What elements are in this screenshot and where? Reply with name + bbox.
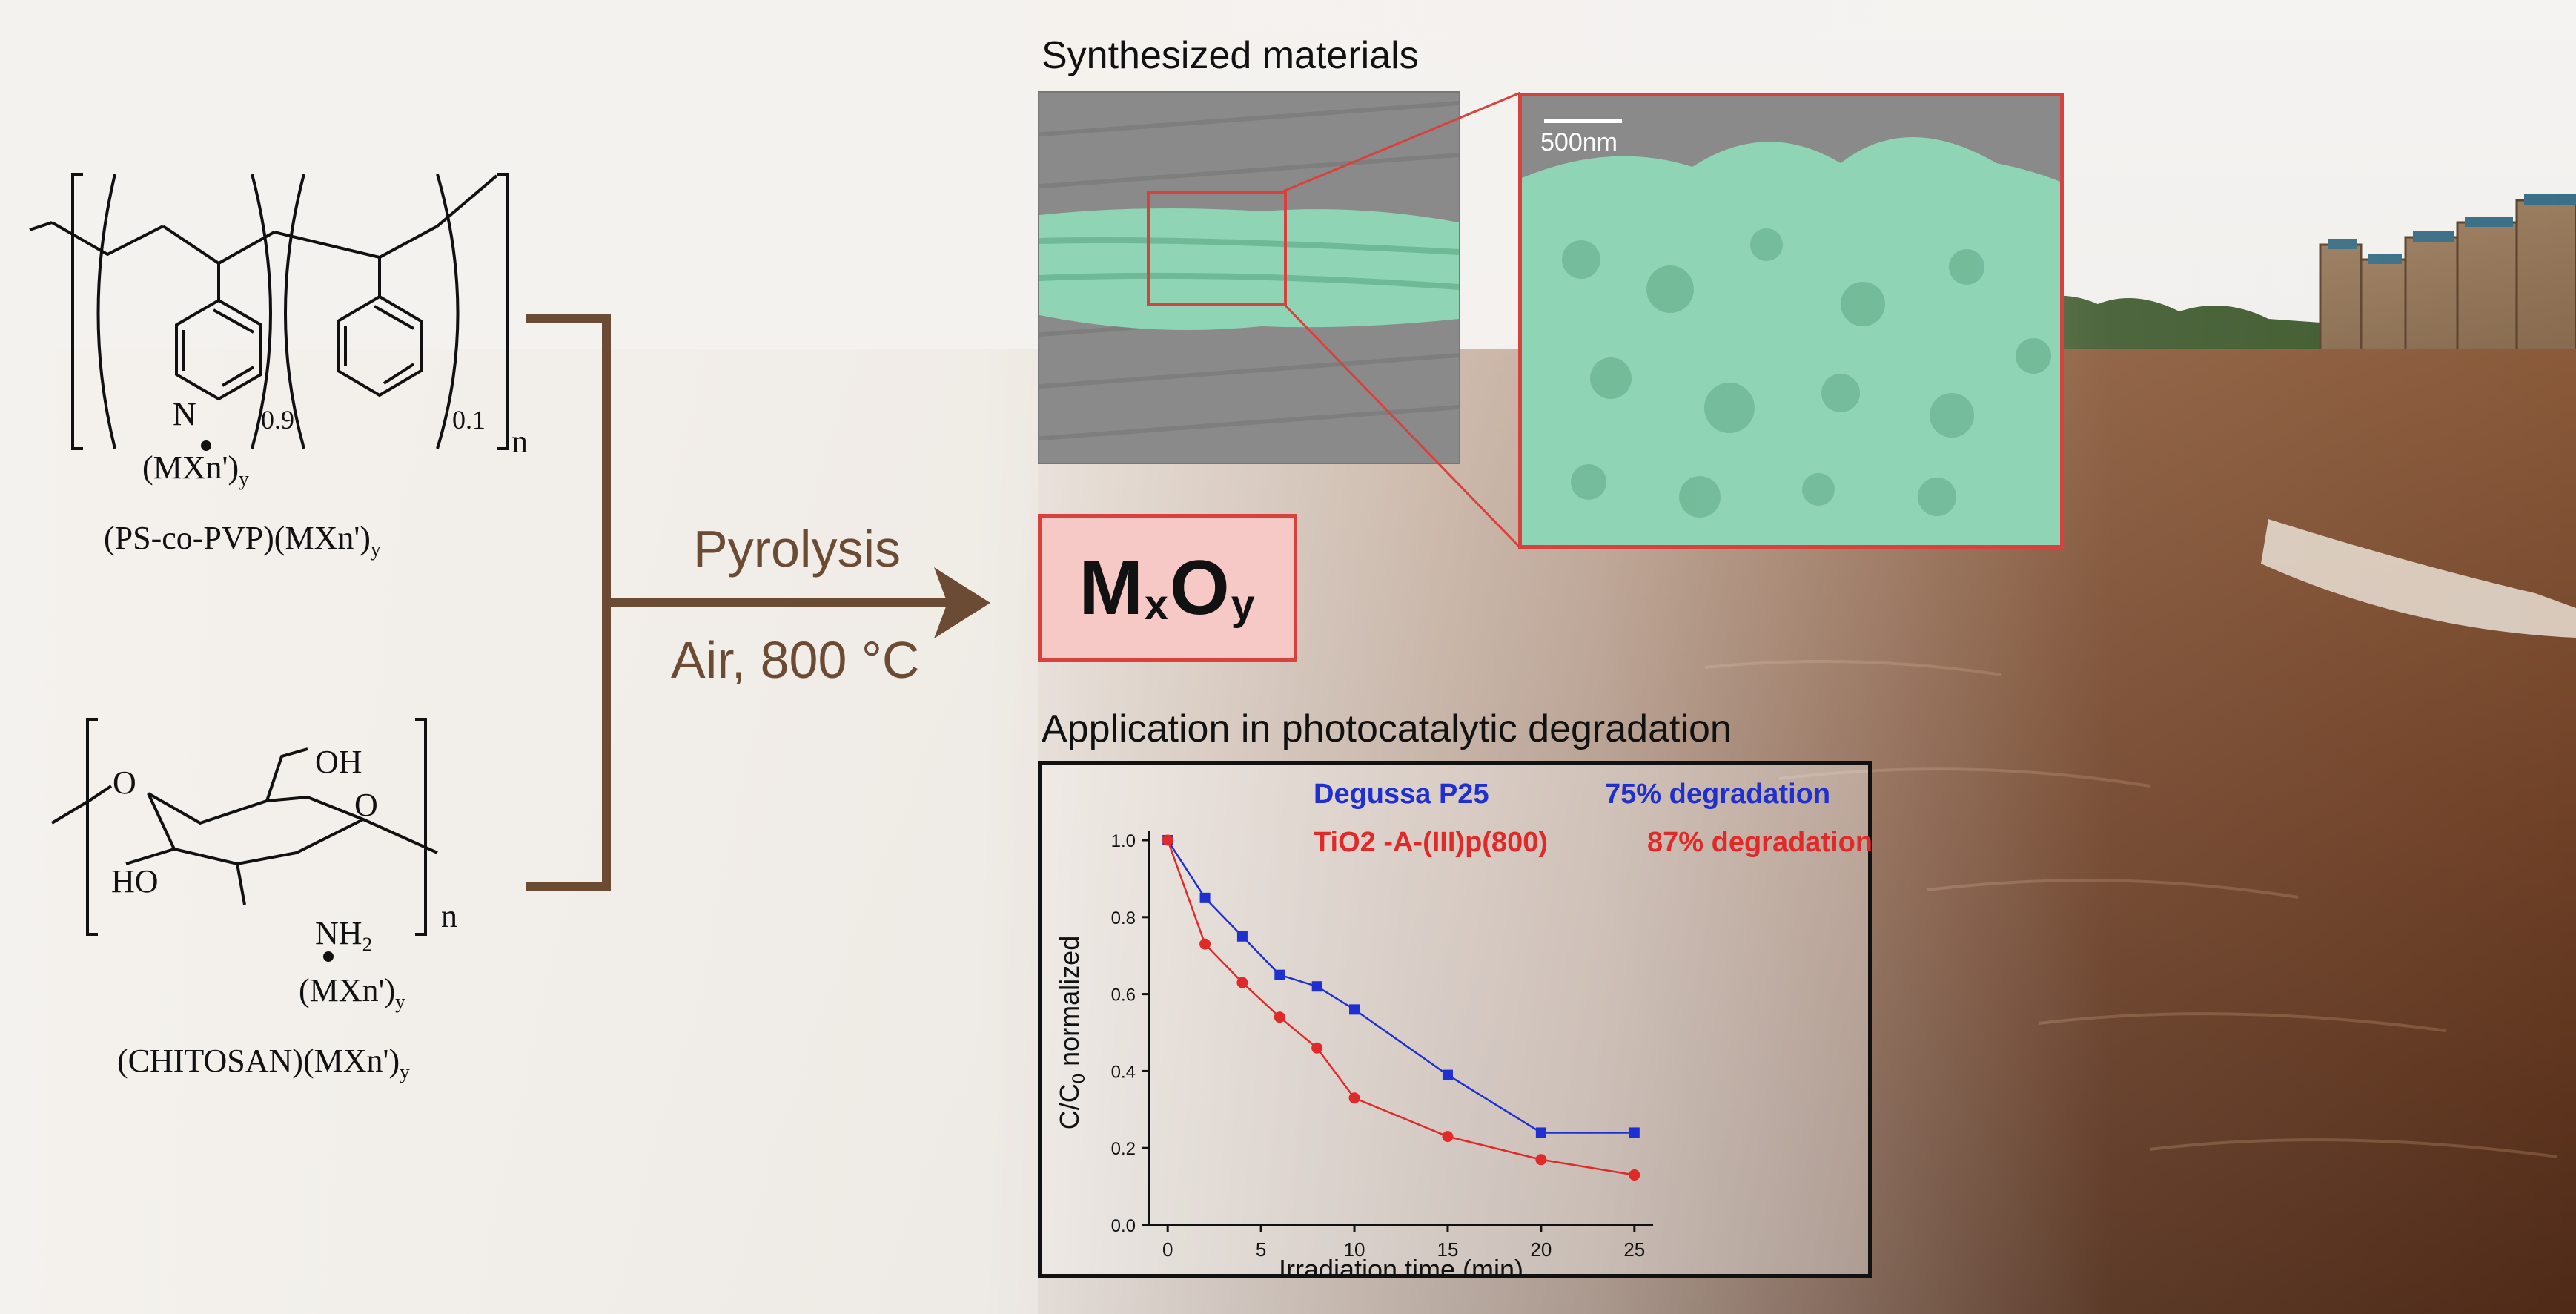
chitosan-nh2-label: NH2: [315, 915, 373, 956]
x-tick-label: 10: [1344, 1238, 1365, 1261]
series-1-point: [1199, 892, 1211, 903]
x-tick-label: 0: [1162, 1238, 1173, 1261]
degradation-chart: 0 5 10 15 20 25 0.0 0.2 0.4 0.6 0.8 1.0 Irradiation …: [1054, 831, 1653, 1278]
x-axis-label: Irradiation time (min): [1279, 1254, 1523, 1278]
y-axis-label: C/C0 normalized: [1054, 936, 1089, 1129]
polymer2-name: (CHITOSAN)(MXn')y: [117, 1043, 410, 1083]
series-2-point: [1236, 977, 1248, 988]
scale-bar-label: 500nm: [1540, 128, 1618, 156]
synthesized-materials-title: Synthesized materials: [1042, 34, 1419, 77]
series-2-point: [1442, 1131, 1454, 1143]
x-tick-label: 5: [1256, 1238, 1266, 1261]
polymer1-repeat-n: n: [511, 423, 528, 460]
polymer1-ligand-label: (MXn')y: [142, 449, 249, 490]
x-tick-label: 15: [1437, 1238, 1459, 1261]
series-2-point: [1535, 1154, 1547, 1166]
chitosan-link-oxygen: O: [113, 765, 136, 801]
legend-series-2-name: TiO2 -A-(III)p(800): [1314, 827, 1548, 858]
product-formula: MxOy: [1079, 544, 1256, 631]
pyrolysis-condition-label: Air, 800 °C: [671, 631, 920, 689]
series-2-point: [1348, 1092, 1360, 1104]
polymer2-ligand-label: (MXn')y: [299, 972, 405, 1013]
series-1-point: [1442, 1069, 1453, 1080]
series-2-point: [1199, 938, 1211, 950]
chitosan-ring-oxygen: O: [354, 787, 378, 823]
subscript-0-9: 0.9: [261, 405, 294, 435]
x-tick-label: 25: [1623, 1238, 1645, 1261]
series-1-point: [1349, 1004, 1360, 1015]
pyrolysis-label: Pyrolysis: [693, 520, 901, 578]
y-tick-label: 1.0: [1111, 831, 1136, 851]
series-1-point: [1535, 1127, 1546, 1138]
legend-series-1-annotation: 75% degradation: [1605, 779, 1831, 810]
sem-image-overview: [1038, 91, 1460, 464]
polymer2-repeat-n: n: [441, 898, 457, 934]
pyrolysis-arrow: [526, 314, 990, 891]
zoom-connector-lines: [1282, 91, 1522, 549]
application-title: Application in photocatalytic degradatio…: [1042, 707, 1732, 750]
sem-image-zoomed: [1518, 93, 2064, 549]
product-formula-box: MxOy: [1038, 514, 1297, 662]
polymer1-name: (PS-co-PVP)(MXn')y: [104, 520, 381, 561]
y-tick-label: 0.2: [1111, 1139, 1136, 1159]
legend-series-2-annotation: 87% degradation: [1647, 827, 1873, 858]
y-tick-label: 0.8: [1111, 908, 1136, 928]
chitosan-structure: [50, 718, 438, 962]
series-2-point: [1274, 1011, 1285, 1023]
chitosan-oh-label: OH: [315, 744, 362, 780]
series-1-point: [1629, 1127, 1640, 1138]
y-tick-label: 0.0: [1111, 1216, 1136, 1236]
subscript-0-1: 0.1: [452, 405, 486, 435]
ps-co-pvp-structure: [29, 173, 509, 451]
series-2-point: [1629, 1169, 1640, 1181]
x-tick-label: 20: [1530, 1238, 1552, 1261]
pyridine-nitrogen-label: N: [173, 396, 196, 432]
degradation-chart-panel: [1038, 761, 1872, 1278]
legend-series-1-name: Degussa P25: [1314, 779, 1489, 810]
series-1-point: [1236, 931, 1248, 942]
y-tick-label: 0.6: [1111, 986, 1136, 1006]
series-1-point: [1274, 969, 1285, 980]
y-tick-label: 0.4: [1111, 1062, 1136, 1082]
chitosan-ho-label: HO: [111, 863, 159, 899]
series-2-point: [1162, 834, 1173, 846]
series-line-1: [1167, 839, 1635, 1134]
series-2-point: [1311, 1042, 1323, 1054]
series-line-2: [1167, 839, 1635, 1176]
series-1-point: [1311, 981, 1322, 992]
